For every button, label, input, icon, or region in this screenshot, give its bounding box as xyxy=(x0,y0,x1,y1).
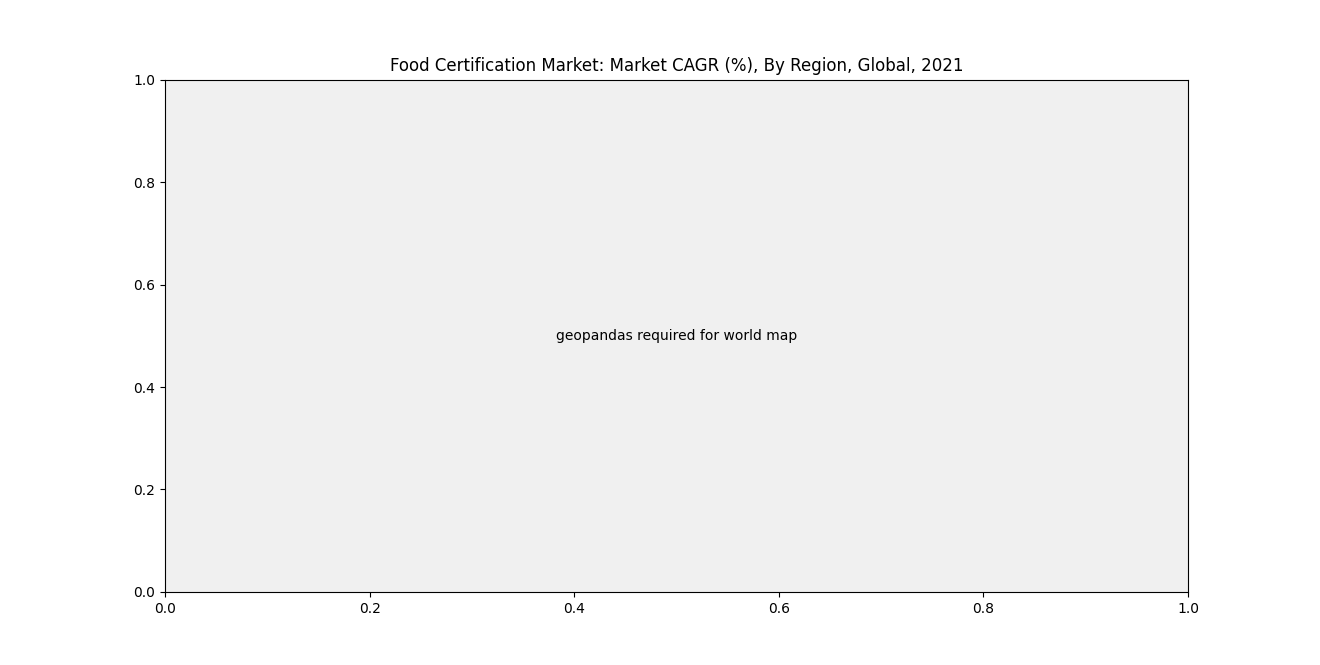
Title: Food Certification Market: Market CAGR (%), By Region, Global, 2021: Food Certification Market: Market CAGR (… xyxy=(389,57,964,75)
Text: geopandas required for world map: geopandas required for world map xyxy=(556,329,797,343)
